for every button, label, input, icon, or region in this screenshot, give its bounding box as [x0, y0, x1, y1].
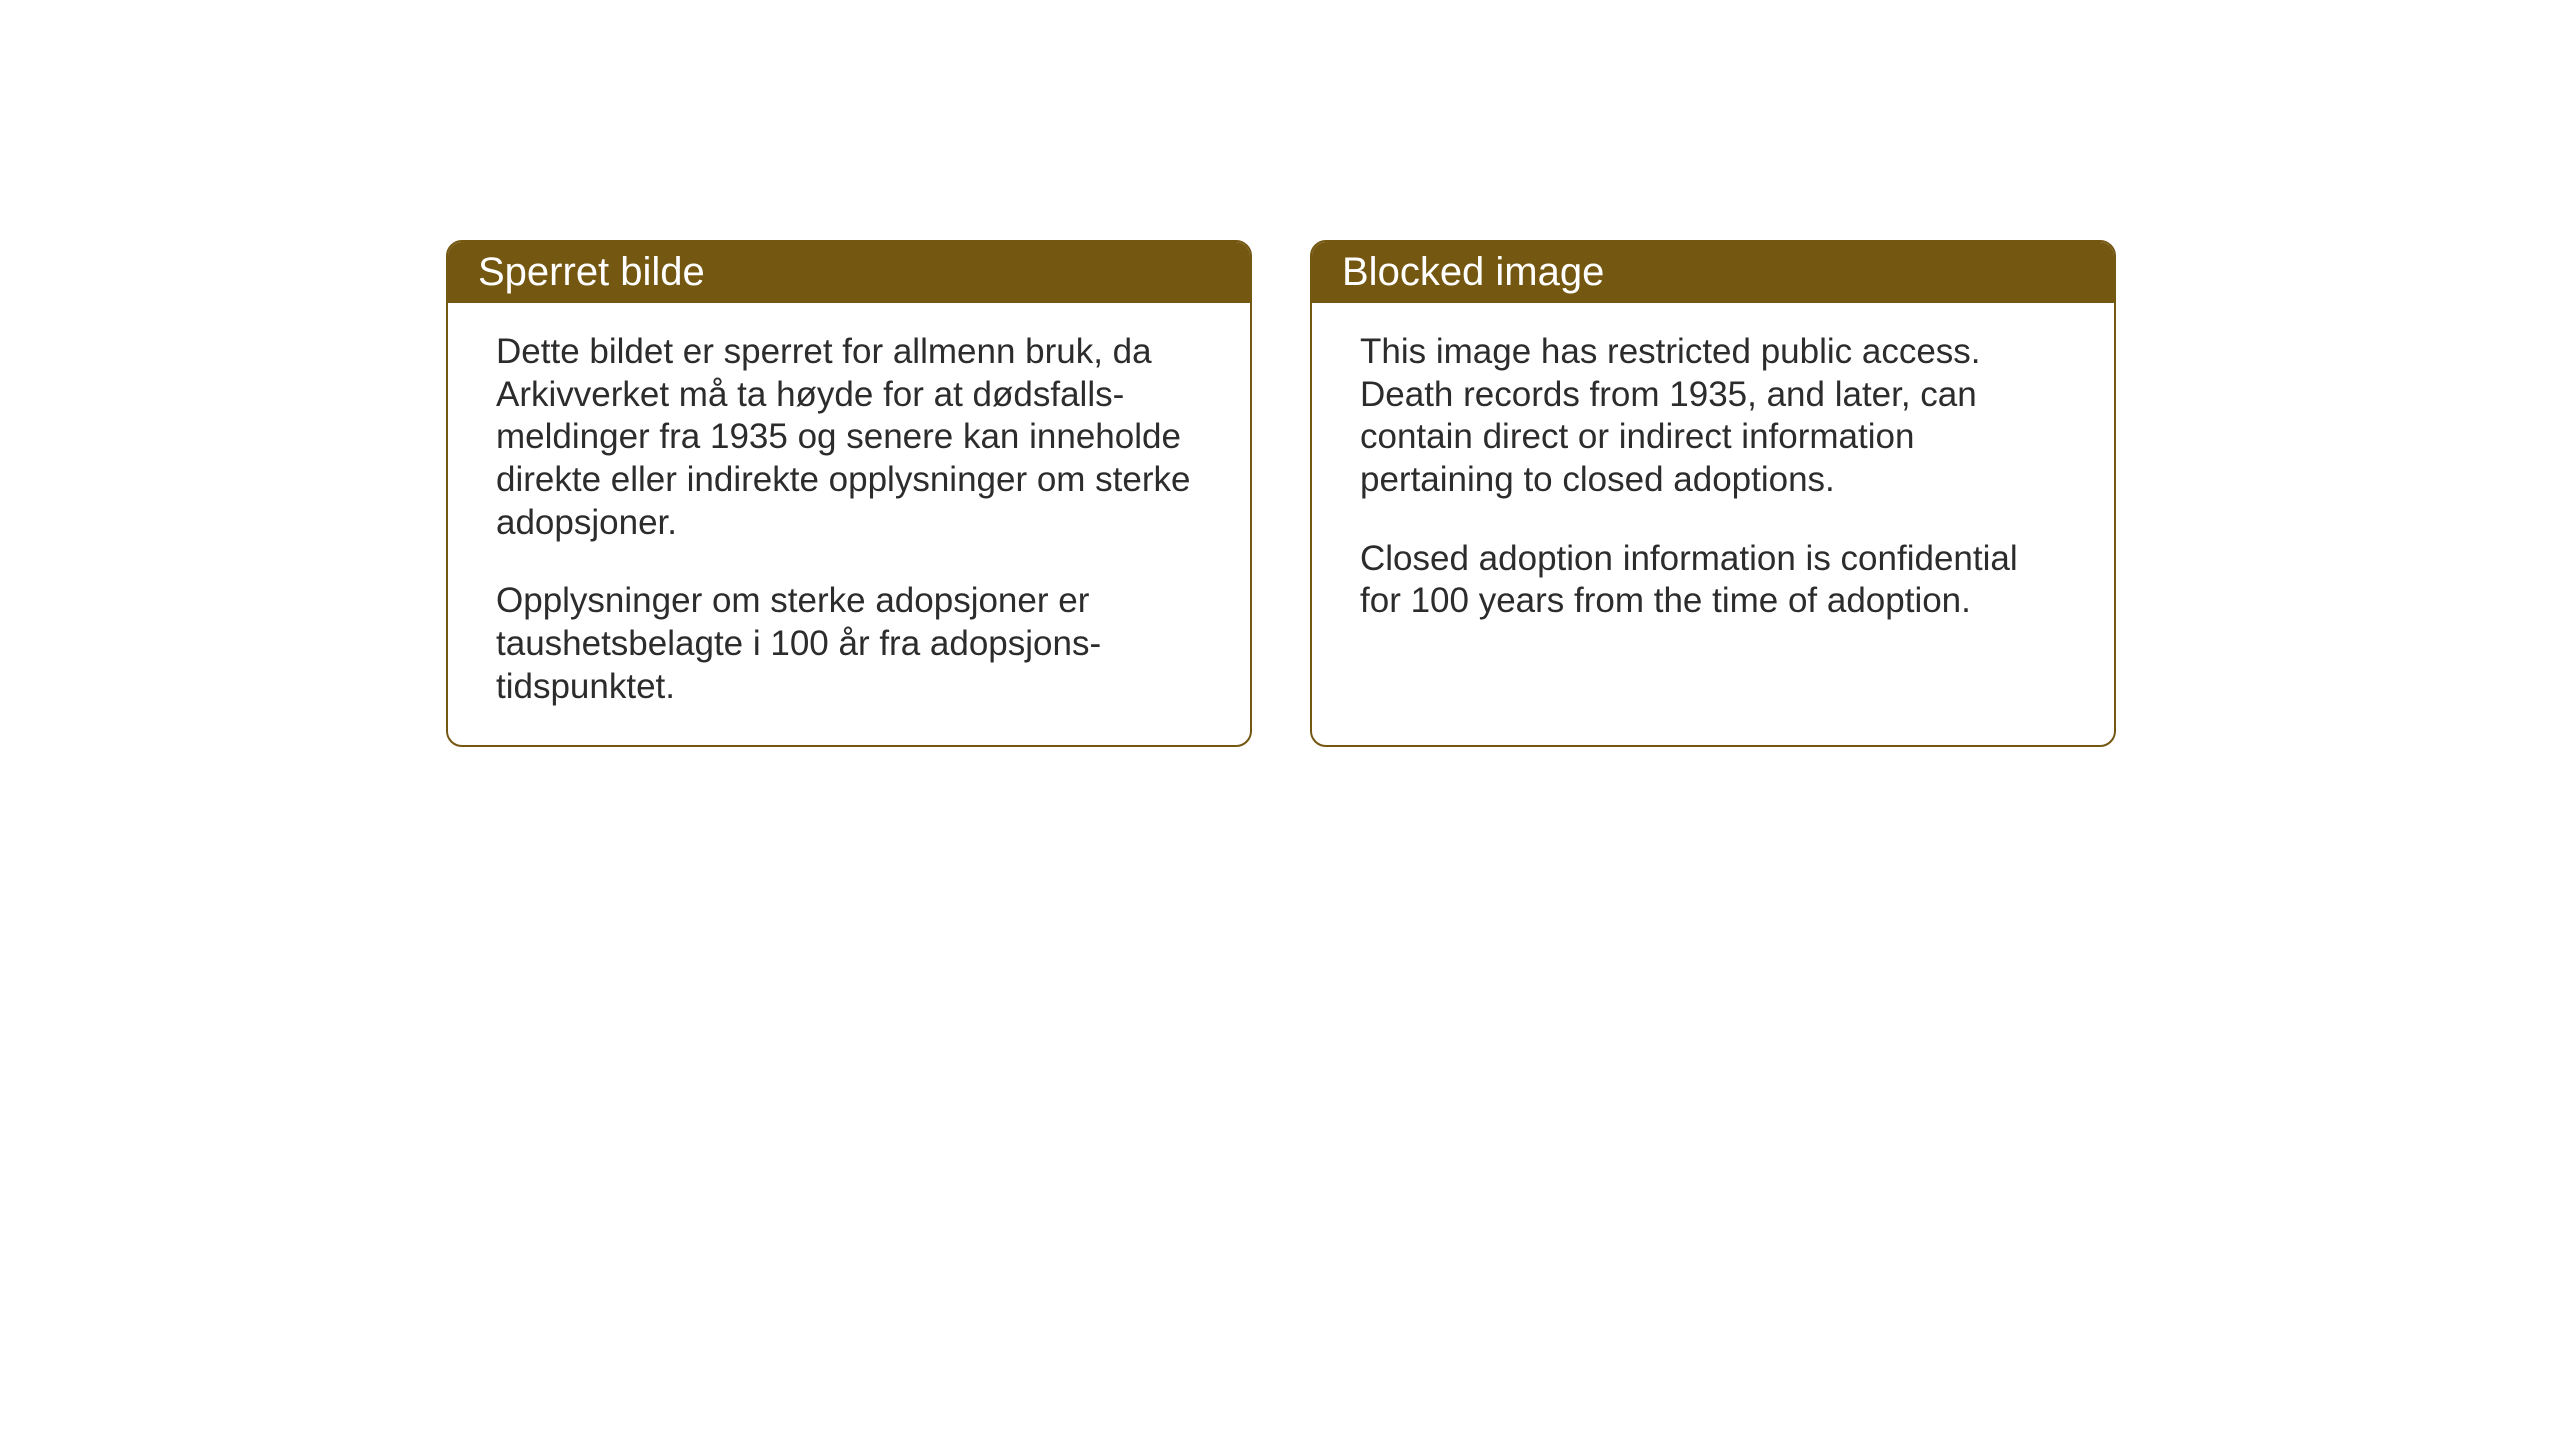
card-english-paragraph-1: This image has restricted public access.… [1360, 331, 2066, 502]
card-norwegian-title: Sperret bilde [478, 250, 705, 294]
card-english-body: This image has restricted public access.… [1312, 303, 2114, 659]
card-english-title: Blocked image [1342, 250, 1604, 294]
card-norwegian: Sperret bilde Dette bildet er sperret fo… [446, 240, 1252, 747]
card-norwegian-header: Sperret bilde [448, 242, 1250, 303]
card-norwegian-body: Dette bildet er sperret for allmenn bruk… [448, 303, 1250, 745]
card-english: Blocked image This image has restricted … [1310, 240, 2116, 747]
cards-container: Sperret bilde Dette bildet er sperret fo… [446, 240, 2116, 747]
card-english-paragraph-2: Closed adoption information is confident… [1360, 538, 2066, 623]
card-norwegian-paragraph-2: Opplysninger om sterke adopsjoner er tau… [496, 580, 1202, 708]
card-norwegian-paragraph-1: Dette bildet er sperret for allmenn bruk… [496, 331, 1202, 544]
card-english-header: Blocked image [1312, 242, 2114, 303]
